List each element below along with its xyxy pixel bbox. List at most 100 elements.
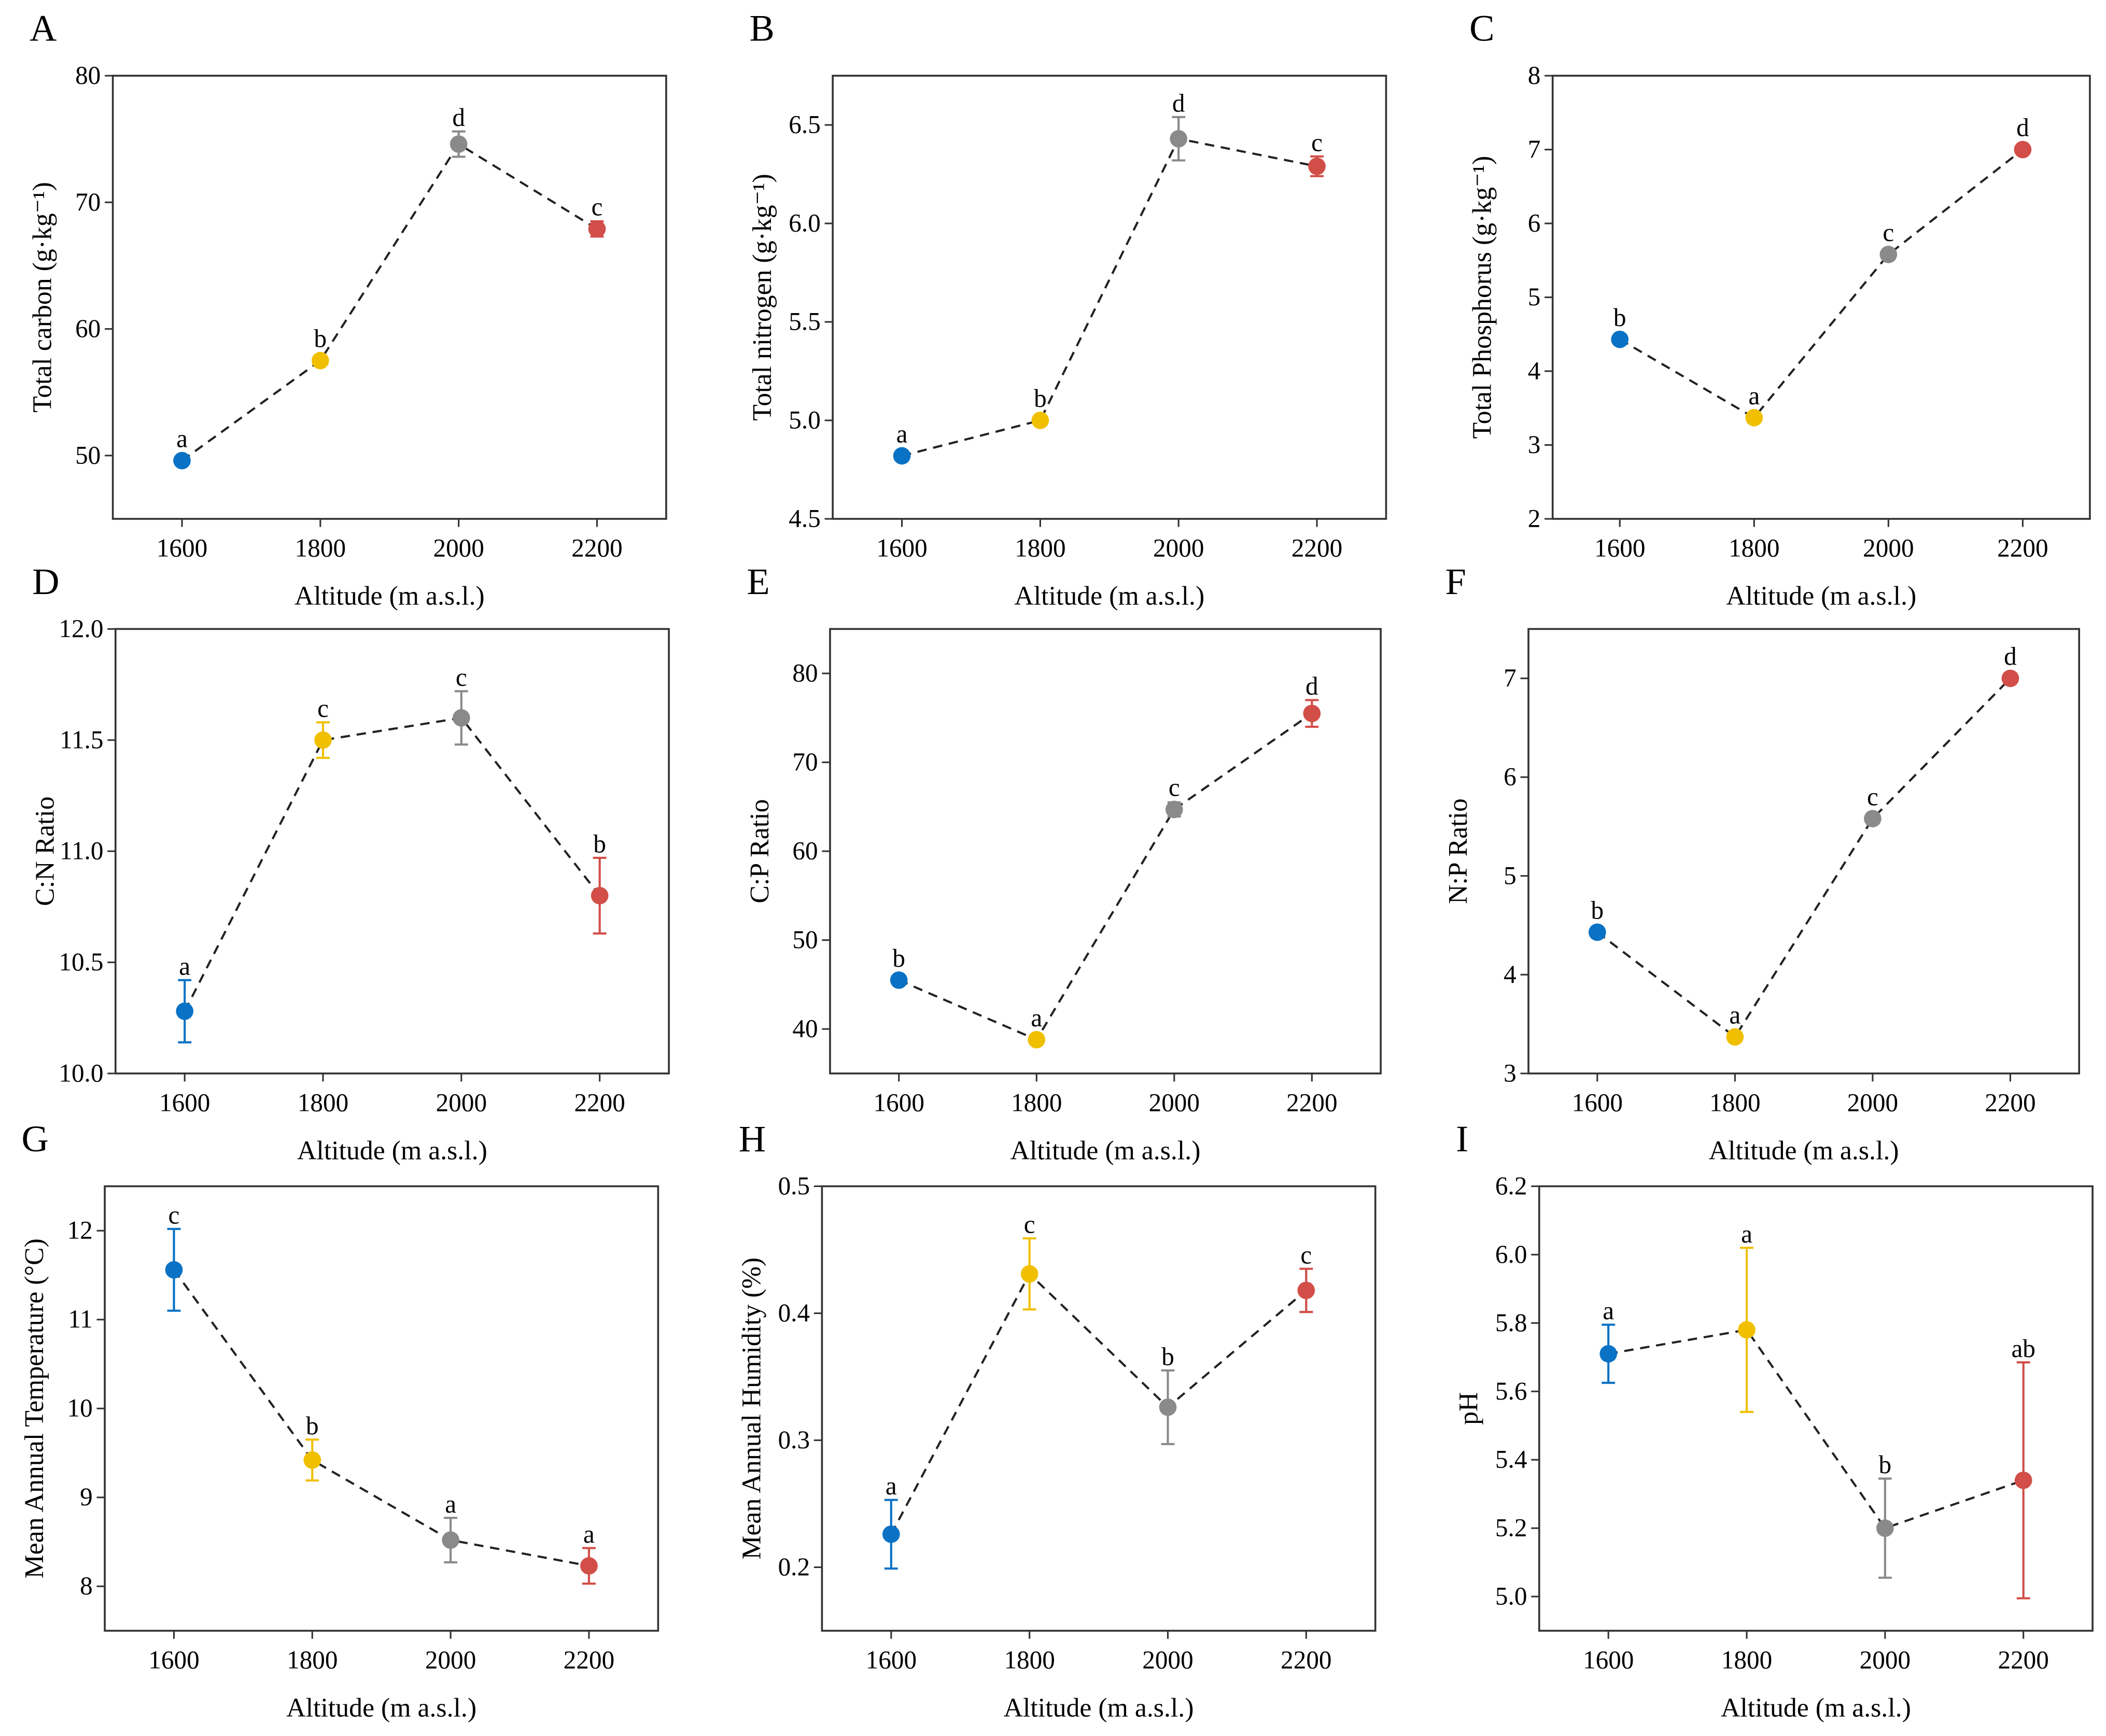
- significance-letter: b: [1613, 303, 1626, 332]
- x-tick-label: 1800: [295, 533, 346, 562]
- data-point-2000: [453, 709, 470, 727]
- significance-letter: a: [1741, 1220, 1752, 1248]
- y-tick-label: 9: [80, 1483, 93, 1511]
- plot-frame: [832, 75, 1387, 520]
- data-point-1600: [882, 1525, 900, 1543]
- panel-letter: C: [1469, 7, 1494, 49]
- y-tick-label: 60: [75, 314, 101, 343]
- y-axis-label: Total Phosphorus (g·kg⁻¹): [1468, 156, 1497, 439]
- x-tick-label: 2200: [1286, 1088, 1337, 1117]
- significance-letter: c: [1169, 773, 1180, 802]
- y-tick-label: 8: [80, 1572, 93, 1600]
- y-tick-label: 4: [1504, 960, 1517, 989]
- y-tick-label: 6: [1504, 763, 1517, 791]
- significance-letter: c: [1867, 782, 1878, 811]
- x-tick-label: 1600: [157, 533, 207, 562]
- data-point-1600: [1611, 330, 1629, 348]
- x-tick-label: 2000: [1153, 533, 1204, 562]
- data-point-1800: [1738, 1321, 1756, 1339]
- data-point-2000: [1159, 1398, 1177, 1416]
- data-point-1800: [312, 351, 329, 370]
- plot-frame: [821, 1185, 1377, 1632]
- data-point-1600: [176, 1002, 194, 1020]
- panel-letter: A: [30, 7, 57, 49]
- x-axis-label: Altitude (m a.s.l.): [297, 1136, 487, 1166]
- data-point-2000: [1879, 246, 1898, 263]
- x-tick-label: 2000: [1847, 1088, 1898, 1117]
- y-tick-label: 5: [1528, 283, 1541, 311]
- x-axis-label: Altitude (m a.s.l.): [1010, 1136, 1201, 1166]
- significance-letter: d: [2016, 114, 2029, 142]
- data-point-2200: [588, 220, 606, 238]
- plot-frame: [1551, 75, 2091, 520]
- y-tick-label: 12.0: [59, 614, 103, 643]
- y-tick-label: 0.3: [778, 1426, 810, 1454]
- x-axis-label: Altitude (m a.s.l.): [1721, 1693, 1911, 1723]
- x-tick-label: 2200: [564, 1645, 614, 1674]
- y-tick-label: 0.2: [778, 1552, 810, 1581]
- significance-letter: b: [314, 324, 327, 353]
- y-tick-label: 70: [75, 188, 101, 216]
- y-tick-label: 5.0: [789, 406, 821, 434]
- x-tick-label: 2000: [425, 1645, 476, 1674]
- y-axis-label: C:N Ratio: [31, 796, 60, 906]
- significance-letter: b: [1034, 384, 1047, 413]
- data-point-1800: [1020, 1265, 1038, 1283]
- plot-frame: [1538, 1185, 2094, 1632]
- x-tick-label: 1600: [866, 1645, 917, 1674]
- y-tick-label: 7: [1528, 135, 1541, 163]
- y-tick-label: 6: [1528, 209, 1541, 237]
- y-tick-label: 5.8: [1495, 1308, 1527, 1337]
- panel-i: I 5.0 5.2 5.4 5.6 5.8 6.0 6.2 1600 1800 2000 2200 Al…: [1454, 1118, 2094, 1723]
- x-tick-label: 1600: [1583, 1645, 1634, 1674]
- y-axis-label: pH: [1454, 1392, 1484, 1425]
- data-point-1600: [173, 451, 191, 470]
- y-tick-label: 4.5: [789, 504, 821, 532]
- significance-letter: ab: [2011, 1334, 2035, 1363]
- trend-line: [898, 712, 1313, 1041]
- data-point-2200: [2014, 140, 2032, 159]
- significance-letter: c: [592, 193, 603, 221]
- data-point-2000: [442, 1531, 459, 1549]
- x-tick-label: 2200: [574, 1088, 625, 1117]
- x-tick-label: 1800: [1709, 1088, 1760, 1117]
- x-tick-label: 1800: [1721, 1645, 1772, 1674]
- y-axis-label: Total nitrogen (g·kg⁻¹): [748, 174, 777, 421]
- y-tick-label: 60: [792, 837, 818, 865]
- significance-letter: d: [1305, 672, 1318, 700]
- significance-letter: a: [886, 1472, 897, 1500]
- x-tick-label: 2000: [1142, 1645, 1193, 1674]
- trend-line: [173, 1269, 589, 1567]
- y-tick-label: 6.0: [789, 209, 821, 237]
- x-axis-label: Altitude (m a.s.l.): [1014, 582, 1204, 611]
- y-axis-label: Total carbon (g·kg⁻¹): [27, 182, 57, 413]
- data-point-1800: [1726, 1028, 1744, 1046]
- significance-letter: c: [317, 694, 329, 723]
- y-tick-label: 11: [68, 1305, 92, 1333]
- trend-line: [1608, 1329, 2024, 1530]
- x-tick-label: 2200: [1985, 1088, 2035, 1117]
- y-tick-label: 5.4: [1495, 1445, 1527, 1474]
- y-tick-label: 80: [792, 659, 818, 687]
- trend-line: [890, 1272, 1307, 1535]
- x-tick-label: 2200: [1291, 533, 1342, 562]
- y-tick-label: 6.0: [1495, 1240, 1527, 1268]
- data-point-2000: [1165, 800, 1183, 818]
- panel-c: C 2 3 4 5 6 7 8 1600 1800 2000 2200 Altitude (m a.s.…: [1468, 7, 2091, 611]
- data-point-1600: [165, 1261, 183, 1279]
- significance-letter: d: [1172, 89, 1185, 117]
- y-tick-label: 10: [67, 1394, 93, 1422]
- y-tick-label: 0.4: [778, 1299, 810, 1327]
- panel-letter: H: [739, 1118, 766, 1160]
- data-point-1800: [303, 1451, 321, 1469]
- data-point-1800: [1031, 412, 1049, 429]
- significance-letter: a: [896, 419, 908, 448]
- trend-line: [181, 143, 598, 462]
- significance-letter: c: [1311, 128, 1323, 157]
- y-tick-label: 10.0: [59, 1058, 103, 1087]
- data-point-1800: [1028, 1031, 1046, 1049]
- y-tick-label: 2: [1528, 504, 1541, 532]
- trend-line: [1619, 148, 2024, 419]
- y-tick-label: 50: [792, 925, 818, 954]
- data-point-2200: [1303, 704, 1321, 723]
